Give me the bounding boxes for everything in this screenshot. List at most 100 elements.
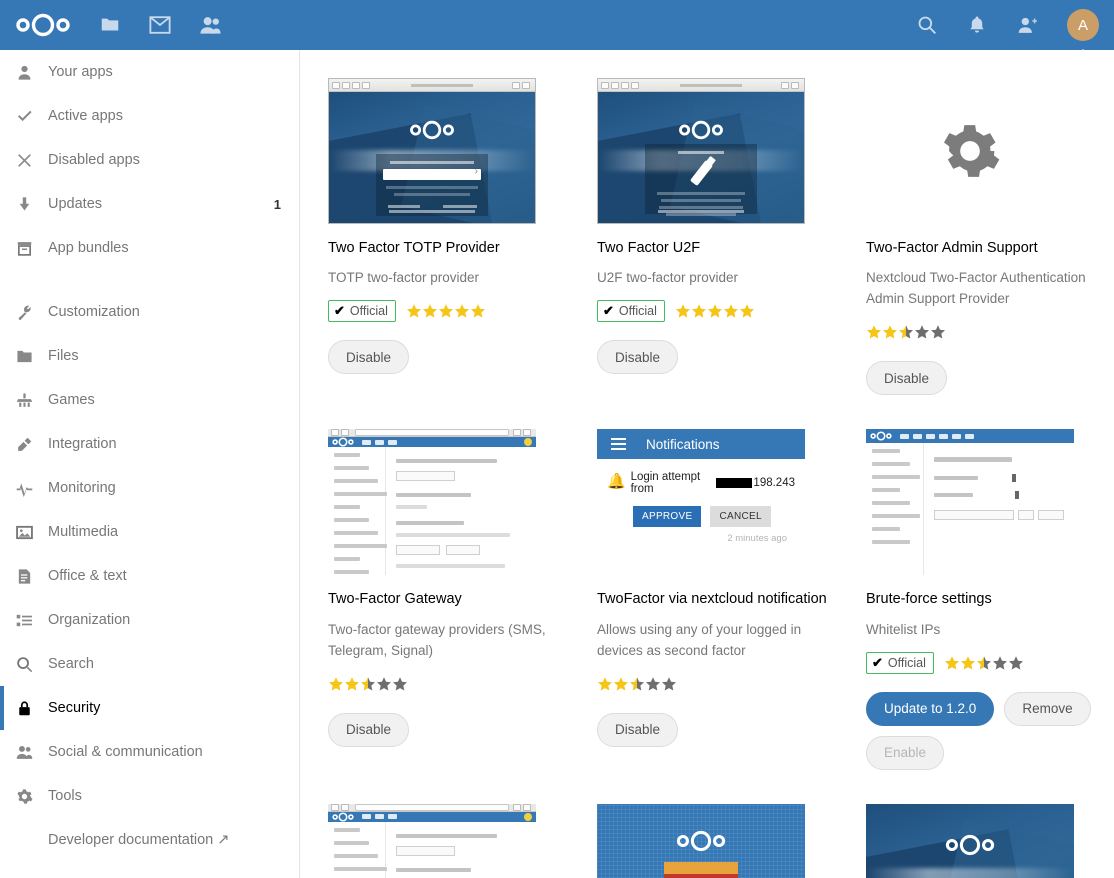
mail-app-icon[interactable] <box>135 0 185 50</box>
sidebar-item-games[interactable]: Games <box>0 378 299 422</box>
sidebar-item-active-apps[interactable]: Active apps <box>0 94 299 138</box>
archive-box-icon <box>16 240 44 257</box>
official-badge-label: Official <box>887 655 926 670</box>
app-actions: Disable <box>597 712 842 757</box>
app-screenshot[interactable]: Notifications 🔔 Login attempt from 198.243 A… <box>597 429 805 576</box>
android-notification-screenshot: Notifications 🔔 Login attempt from 198.243 A… <box>597 429 805 576</box>
sidebar-item-customization[interactable]: Customization <box>0 290 299 334</box>
app-screenshot[interactable] <box>866 78 1074 224</box>
check-icon: ✔ <box>603 303 614 319</box>
remove-button[interactable]: Remove <box>1004 691 1091 726</box>
disable-button[interactable]: Disable <box>328 712 410 747</box>
app-actions: Update to 1.2.0 Remove Enable <box>866 691 1111 780</box>
disable-button[interactable]: Disable <box>866 361 948 396</box>
app-screenshot[interactable] <box>597 78 805 224</box>
sidebar-item-tools[interactable]: Tools <box>0 774 299 818</box>
app-description: Two-factor gateway providers (SMS, Teleg… <box>328 621 546 658</box>
official-badge-label: Official <box>618 304 657 319</box>
sidebar-item-office-text[interactable]: Office & text <box>0 554 299 598</box>
app-screenshot[interactable] <box>328 429 536 576</box>
mountain-thumbnail <box>866 803 1074 878</box>
rating-stars <box>675 303 755 319</box>
sidebar-item-search[interactable]: Search <box>0 642 299 686</box>
sidebar-item-multimedia[interactable]: Multimedia <box>0 510 299 554</box>
app-screenshot[interactable] <box>328 78 536 224</box>
app-name[interactable]: Two Factor TOTP Provider <box>328 240 500 256</box>
cloud-layer <box>329 149 535 171</box>
cancel-button[interactable]: CANCEL <box>710 506 771 528</box>
notification-message: Login attempt from 198.243 <box>630 471 795 496</box>
nextcloud-logo[interactable] <box>0 13 85 37</box>
files-app-icon[interactable] <box>85 0 135 50</box>
sidebar-item-label: Organization <box>48 612 131 628</box>
disable-button[interactable]: Disable <box>597 712 679 747</box>
sidebar-item-disabled-apps[interactable]: Disabled apps <box>0 138 299 182</box>
lock-icon <box>16 700 44 717</box>
app-card-partial-1 <box>597 803 842 878</box>
app-name[interactable]: Two Factor U2F <box>597 240 701 256</box>
star-icon <box>662 676 676 691</box>
archive-box-icon <box>17 241 32 256</box>
sidebar-item-files[interactable]: Files <box>0 334 299 378</box>
app-header: A <box>0 0 1114 60</box>
sidebar-item-label: Files <box>48 348 79 364</box>
app-name[interactable]: Brute-force settings <box>866 591 992 608</box>
disable-button[interactable]: Disable <box>328 340 410 375</box>
app-card-two-factor-u2f: Two Factor U2F U2F two-factor provider ✔ Of… <box>597 78 842 429</box>
nextcloud-logo-icon <box>945 834 995 855</box>
search-icon[interactable] <box>902 0 952 50</box>
official-badge-label: Official <box>349 304 388 319</box>
app-card-two-factor-totp-provider: Two Factor TOTP Provider TOTP two-factor … <box>328 78 573 429</box>
sidebar-item-label: Updates <box>48 196 103 212</box>
nextcloud-logo-icon <box>15 13 70 37</box>
sidebar-item-label: Tools <box>48 788 82 804</box>
sidebar-item-social-communication[interactable]: Social & communication <box>0 730 299 774</box>
app-name[interactable]: Two-Factor Gateway <box>328 591 462 608</box>
app-screenshot[interactable] <box>597 803 805 878</box>
sidebar-item-organization[interactable]: Organization <box>0 598 299 642</box>
disable-button[interactable]: Disable <box>597 340 679 375</box>
app-description: Allows using any of your logged in devic… <box>597 621 802 658</box>
user-menu-avatar[interactable]: A <box>1052 0 1114 60</box>
download-arrow-icon <box>16 196 44 213</box>
sidebar-item-integration[interactable]: Integration <box>0 422 299 466</box>
notifications-bell-icon[interactable] <box>952 0 1002 50</box>
redacted-ip <box>715 478 753 489</box>
sidebar-item-updates[interactable]: Updates 1 <box>0 182 299 226</box>
nextcloud-logo-icon <box>410 120 454 140</box>
wrench-icon <box>16 304 44 321</box>
app-name[interactable]: TwoFactor via nextcloud notification <box>597 591 827 608</box>
sidebar-item-label: Disabled apps <box>48 152 140 168</box>
star-icon <box>422 304 437 318</box>
contacts-app-icon[interactable] <box>185 0 235 50</box>
sidebar-item-security[interactable]: Security <box>0 686 299 730</box>
star-icon <box>393 676 407 691</box>
app-screenshot[interactable] <box>328 803 536 878</box>
contacts-menu-icon[interactable] <box>1002 0 1052 50</box>
star-icon <box>976 655 991 670</box>
folder-icon <box>16 348 44 365</box>
app-name[interactable]: Two-Factor Admin Support <box>866 240 1038 256</box>
approve-button[interactable]: APPROVE <box>633 506 702 528</box>
sidebar-item-app-bundles[interactable]: App bundles <box>0 226 299 270</box>
sidebar-item-label: Your apps <box>48 64 113 80</box>
apps-content-area[interactable]: Two Factor TOTP Provider TOTP two-factor … <box>300 50 1114 878</box>
sidebar-item-developer-documentation[interactable]: Developer documentation ↗ <box>0 818 299 862</box>
star-icon <box>454 304 469 318</box>
star-icon <box>406 304 421 318</box>
update-to-1-2-0-button[interactable]: Update to 1.2.0 <box>866 691 995 726</box>
app-meta-row: ✔ Official <box>866 650 1111 676</box>
app-screenshot[interactable] <box>866 803 1074 878</box>
app-actions: Disable <box>328 340 573 384</box>
app-screenshot[interactable] <box>866 429 1074 576</box>
sidebar-item-your-apps[interactable]: Your apps <box>0 50 299 94</box>
document-icon <box>16 568 44 585</box>
star-icon <box>630 676 644 691</box>
app-card-partial-2 <box>866 803 1111 878</box>
app-meta-row <box>597 671 842 697</box>
star-icon <box>361 676 375 691</box>
sidebar-item-monitoring[interactable]: Monitoring <box>0 466 299 510</box>
sidebar-item-label: Multimedia <box>48 524 119 540</box>
star-icon <box>614 676 628 691</box>
star-icon <box>883 325 897 339</box>
